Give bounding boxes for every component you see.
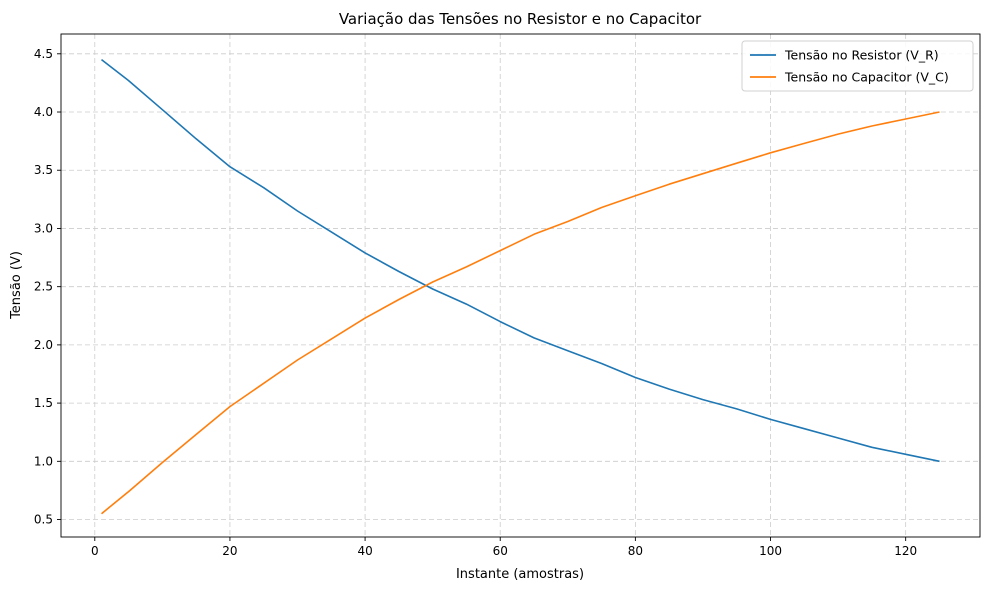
x-tick-label: 60 (493, 544, 508, 558)
x-tick-label: 120 (894, 544, 917, 558)
x-tick-label: 80 (628, 544, 643, 558)
legend-label: Tensão no Resistor (V_R) (784, 48, 939, 63)
x-axis-label: Instante (amostras) (456, 567, 584, 582)
legend-label: Tensão no Capacitor (V_C) (784, 70, 949, 85)
series-line-1 (100, 111, 940, 515)
series-layer (100, 58, 940, 515)
x-tick-label: 100 (759, 544, 782, 558)
y-tick-label: 2.0 (34, 338, 53, 352)
axis-ticks: 0 20 40 60 80 100 120 0.5 1.0 1.5 2.0 2.5 3.0 3.5 4.0 4… (34, 47, 917, 558)
y-tick-label: 3.5 (34, 163, 53, 177)
x-tick-label: 20 (222, 544, 237, 558)
y-tick-label: 2.5 (34, 280, 53, 294)
series-line-0 (101, 58, 940, 463)
y-axis-label: Tensão (V) (9, 251, 24, 320)
y-tick-label: 1.0 (34, 454, 53, 468)
grid (61, 34, 980, 537)
x-tick-label: 0 (91, 544, 99, 558)
legend: Tensão no Resistor (V_R) Tensão no Capaci… (741, 40, 974, 92)
legend-box (741, 40, 974, 92)
plot-frame (60, 33, 981, 538)
y-tick-label: 4.0 (34, 105, 53, 119)
y-tick-label: 1.5 (34, 396, 53, 410)
y-tick-label: 3.0 (34, 221, 53, 235)
chart-title: Variação das Tensões no Resistor e no Ca… (339, 10, 702, 28)
y-tick-label: 0.5 (34, 513, 53, 527)
x-tick-label: 40 (357, 544, 372, 558)
y-tick-label: 4.5 (34, 47, 53, 61)
